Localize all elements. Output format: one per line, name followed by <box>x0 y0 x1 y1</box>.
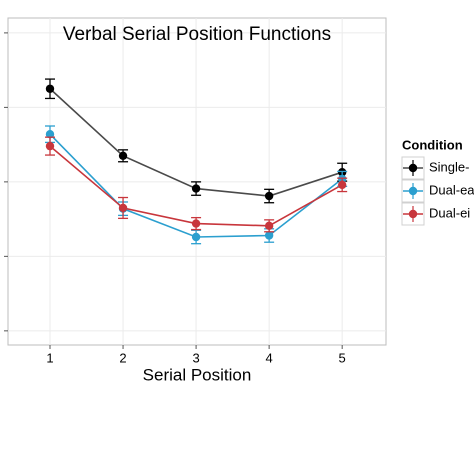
x-axis-label: Serial Position <box>143 365 252 384</box>
x-tick-label: 3 <box>192 350 199 365</box>
chart-title: Verbal Serial Position Functions <box>63 24 331 45</box>
point <box>264 221 274 231</box>
x-tick-label: 1 <box>46 350 53 365</box>
point <box>264 191 274 201</box>
legend-label: Dual-ea <box>429 182 474 197</box>
legend-title: Condition <box>402 137 463 152</box>
x-tick-label: 5 <box>339 350 346 365</box>
point <box>191 184 201 193</box>
point <box>45 130 55 139</box>
legend-label: Dual-ei <box>429 205 470 220</box>
legend-label: Single- <box>429 159 469 174</box>
x-tick-label: 4 <box>266 350 273 365</box>
point <box>191 232 201 242</box>
point <box>118 151 128 161</box>
point <box>118 203 128 213</box>
point <box>191 219 201 228</box>
point <box>45 84 55 93</box>
point <box>264 231 274 240</box>
legend-point <box>408 209 418 219</box>
point <box>337 180 347 190</box>
legend-point <box>408 186 418 196</box>
marks <box>45 78 348 245</box>
x-tick-label: 2 <box>119 350 126 365</box>
legend-point <box>408 163 418 173</box>
point <box>45 141 55 151</box>
legend: Single- Dual-ea Dual-ei <box>401 156 474 226</box>
